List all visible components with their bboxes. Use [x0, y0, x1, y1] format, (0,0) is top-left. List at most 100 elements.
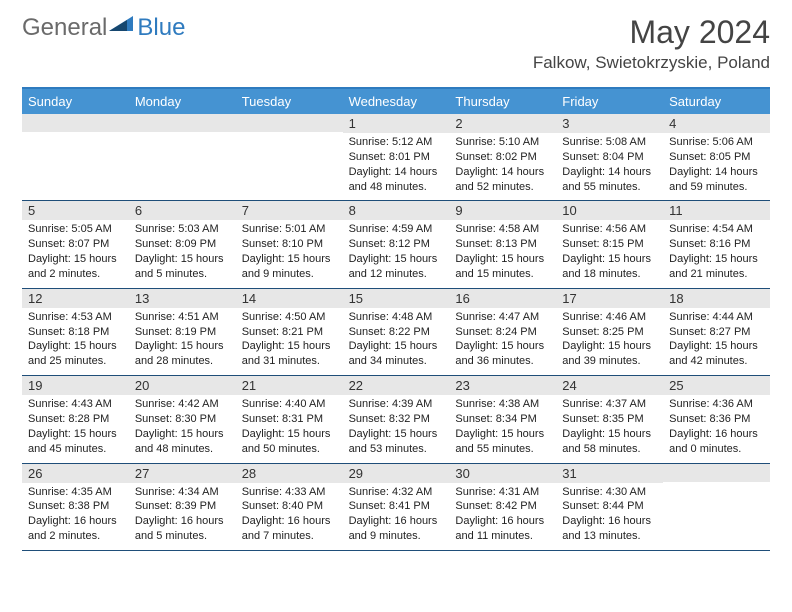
- day-number: 22: [343, 376, 450, 395]
- day-number: 9: [449, 201, 556, 220]
- day-cell: 16 Sunrise: 4:47 AMSunset: 8:24 PMDayligh…: [449, 289, 556, 375]
- day-info: Sunrise: 4:54 AMSunset: 8:16 PMDaylight:…: [669, 222, 764, 281]
- day-number: 24: [556, 376, 663, 395]
- day-number: 1: [343, 114, 450, 133]
- day-cell: 20 Sunrise: 4:42 AMSunset: 8:30 PMDayligh…: [129, 376, 236, 462]
- day-header-cell: Friday: [556, 89, 663, 114]
- day-info: Sunrise: 4:48 AMSunset: 8:22 PMDaylight:…: [349, 310, 444, 369]
- day-number: 14: [236, 289, 343, 308]
- calendar: SundayMondayTuesdayWednesdayThursdayFrid…: [22, 87, 770, 551]
- day-info: Sunrise: 4:53 AMSunset: 8:18 PMDaylight:…: [28, 310, 123, 369]
- day-header-cell: Thursday: [449, 89, 556, 114]
- day-cell: 25 Sunrise: 4:36 AMSunset: 8:36 PMDayligh…: [663, 376, 770, 462]
- day-number: 2: [449, 114, 556, 133]
- day-cell: 7 Sunrise: 5:01 AMSunset: 8:10 PMDaylight…: [236, 201, 343, 287]
- empty-daynum-bar: [236, 114, 343, 132]
- empty-cell: [663, 464, 770, 550]
- day-number: 23: [449, 376, 556, 395]
- day-cell: 27Sunrise: 4:34 AMSunset: 8:39 PMDayligh…: [129, 464, 236, 550]
- day-number: 28: [236, 464, 343, 483]
- logo: General Blue: [22, 14, 185, 42]
- empty-daynum-bar: [129, 114, 236, 132]
- empty-daynum-bar: [663, 464, 770, 482]
- day-number: 26: [22, 464, 129, 483]
- week-row: 5 Sunrise: 5:05 AMSunset: 8:07 PMDaylight…: [22, 201, 770, 288]
- day-info: Sunrise: 4:33 AMSunset: 8:40 PMDaylight:…: [242, 485, 337, 544]
- day-cell: 9 Sunrise: 4:58 AMSunset: 8:13 PMDaylight…: [449, 201, 556, 287]
- month-title: May 2024: [533, 14, 770, 51]
- day-info: Sunrise: 5:06 AMSunset: 8:05 PMDaylight:…: [669, 135, 764, 194]
- day-info: Sunrise: 4:36 AMSunset: 8:36 PMDaylight:…: [669, 397, 764, 456]
- day-number: 15: [343, 289, 450, 308]
- day-number: 17: [556, 289, 663, 308]
- day-header-cell: Saturday: [663, 89, 770, 114]
- day-header-cell: Tuesday: [236, 89, 343, 114]
- day-info: Sunrise: 4:59 AMSunset: 8:12 PMDaylight:…: [349, 222, 444, 281]
- day-number: 29: [343, 464, 450, 483]
- title-block: May 2024 Falkow, Swietokrzyskie, Poland: [533, 14, 770, 73]
- day-info: Sunrise: 4:50 AMSunset: 8:21 PMDaylight:…: [242, 310, 337, 369]
- day-cell: 30Sunrise: 4:31 AMSunset: 8:42 PMDayligh…: [449, 464, 556, 550]
- day-number: 4: [663, 114, 770, 133]
- day-cell: 1 Sunrise: 5:12 AMSunset: 8:01 PMDaylight…: [343, 114, 450, 200]
- empty-cell: [129, 114, 236, 200]
- day-info: Sunrise: 5:08 AMSunset: 8:04 PMDaylight:…: [562, 135, 657, 194]
- day-number: 10: [556, 201, 663, 220]
- day-info: Sunrise: 5:12 AMSunset: 8:01 PMDaylight:…: [349, 135, 444, 194]
- day-info: Sunrise: 5:01 AMSunset: 8:10 PMDaylight:…: [242, 222, 337, 281]
- day-cell: 29 Sunrise: 4:32 AMSunset: 8:41 PMDayligh…: [343, 464, 450, 550]
- day-header-cell: Wednesday: [343, 89, 450, 114]
- day-cell: 28 Sunrise: 4:33 AMSunset: 8:40 PMDayligh…: [236, 464, 343, 550]
- day-info: Sunrise: 5:10 AMSunset: 8:02 PMDaylight:…: [455, 135, 550, 194]
- day-cell: 4 Sunrise: 5:06 AMSunset: 8:05 PMDaylight…: [663, 114, 770, 200]
- day-cell: 15 Sunrise: 4:48 AMSunset: 8:22 PMDayligh…: [343, 289, 450, 375]
- day-cell: 12Sunrise: 4:53 AMSunset: 8:18 PMDayligh…: [22, 289, 129, 375]
- day-info: Sunrise: 4:44 AMSunset: 8:27 PMDaylight:…: [669, 310, 764, 369]
- day-number: 7: [236, 201, 343, 220]
- day-info: Sunrise: 4:38 AMSunset: 8:34 PMDaylight:…: [455, 397, 550, 456]
- week-row: 19Sunrise: 4:43 AMSunset: 8:28 PMDayligh…: [22, 376, 770, 463]
- day-cell: 10Sunrise: 4:56 AMSunset: 8:15 PMDayligh…: [556, 201, 663, 287]
- week-row: 12Sunrise: 4:53 AMSunset: 8:18 PMDayligh…: [22, 289, 770, 376]
- empty-cell: [236, 114, 343, 200]
- day-info: Sunrise: 5:05 AMSunset: 8:07 PMDaylight:…: [28, 222, 123, 281]
- day-info: Sunrise: 4:43 AMSunset: 8:28 PMDaylight:…: [28, 397, 123, 456]
- day-number: 25: [663, 376, 770, 395]
- day-cell: 13Sunrise: 4:51 AMSunset: 8:19 PMDayligh…: [129, 289, 236, 375]
- day-cell: 2 Sunrise: 5:10 AMSunset: 8:02 PMDaylight…: [449, 114, 556, 200]
- week-row: 1 Sunrise: 5:12 AMSunset: 8:01 PMDaylight…: [22, 114, 770, 201]
- location: Falkow, Swietokrzyskie, Poland: [533, 53, 770, 73]
- day-number: 16: [449, 289, 556, 308]
- logo-text-general: General: [22, 14, 107, 42]
- day-cell: 24Sunrise: 4:37 AMSunset: 8:35 PMDayligh…: [556, 376, 663, 462]
- day-cell: 21Sunrise: 4:40 AMSunset: 8:31 PMDayligh…: [236, 376, 343, 462]
- day-number: 20: [129, 376, 236, 395]
- day-cell: 23 Sunrise: 4:38 AMSunset: 8:34 PMDayligh…: [449, 376, 556, 462]
- header: General Blue May 2024 Falkow, Swietokrzy…: [0, 0, 792, 81]
- day-cell: 5 Sunrise: 5:05 AMSunset: 8:07 PMDaylight…: [22, 201, 129, 287]
- day-info: Sunrise: 4:42 AMSunset: 8:30 PMDaylight:…: [135, 397, 230, 456]
- day-cell: 26Sunrise: 4:35 AMSunset: 8:38 PMDayligh…: [22, 464, 129, 550]
- day-info: Sunrise: 4:47 AMSunset: 8:24 PMDaylight:…: [455, 310, 550, 369]
- empty-daynum-bar: [22, 114, 129, 132]
- day-info: Sunrise: 4:30 AMSunset: 8:44 PMDaylight:…: [562, 485, 657, 544]
- day-info: Sunrise: 4:46 AMSunset: 8:25 PMDaylight:…: [562, 310, 657, 369]
- day-cell: 6 Sunrise: 5:03 AMSunset: 8:09 PMDaylight…: [129, 201, 236, 287]
- day-number: 31: [556, 464, 663, 483]
- day-number: 21: [236, 376, 343, 395]
- day-cell: 18 Sunrise: 4:44 AMSunset: 8:27 PMDayligh…: [663, 289, 770, 375]
- day-number: 30: [449, 464, 556, 483]
- day-number: 6: [129, 201, 236, 220]
- day-number: 8: [343, 201, 450, 220]
- day-info: Sunrise: 5:03 AMSunset: 8:09 PMDaylight:…: [135, 222, 230, 281]
- day-info: Sunrise: 4:58 AMSunset: 8:13 PMDaylight:…: [455, 222, 550, 281]
- day-number: 18: [663, 289, 770, 308]
- day-header-cell: Sunday: [22, 89, 129, 114]
- day-number: 5: [22, 201, 129, 220]
- day-number: 27: [129, 464, 236, 483]
- logo-triangle-icon: [109, 15, 135, 38]
- day-info: Sunrise: 4:32 AMSunset: 8:41 PMDaylight:…: [349, 485, 444, 544]
- day-cell: 11Sunrise: 4:54 AMSunset: 8:16 PMDayligh…: [663, 201, 770, 287]
- day-header-row: SundayMondayTuesdayWednesdayThursdayFrid…: [22, 89, 770, 114]
- empty-cell: [22, 114, 129, 200]
